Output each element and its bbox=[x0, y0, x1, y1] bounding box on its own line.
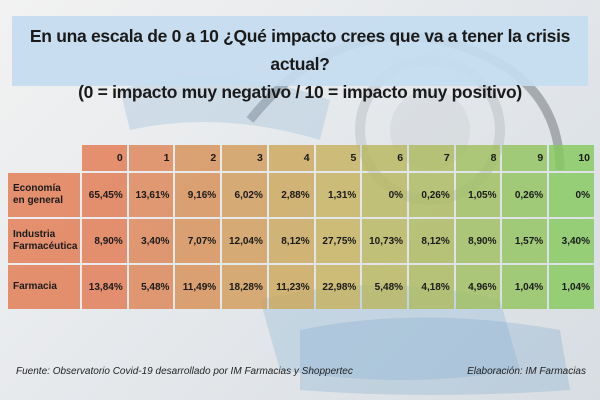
table-header-row: 0 1 2 3 4 5 6 7 8 9 10 bbox=[8, 145, 594, 171]
table-cell: 1,05% bbox=[455, 173, 501, 217]
source-footer: Fuente: Observatorio Covid-19 desarrolla… bbox=[16, 366, 353, 377]
table-cell: 3,40% bbox=[128, 219, 174, 263]
table-cell: 8,12% bbox=[268, 219, 314, 263]
column-header: 0 bbox=[82, 145, 127, 171]
table-cell: 11,49% bbox=[175, 265, 221, 309]
table-cell: 0% bbox=[549, 173, 594, 217]
table-cell: 6,02% bbox=[222, 173, 267, 217]
column-header: 7 bbox=[409, 145, 454, 171]
table-cell: 2,88% bbox=[268, 173, 314, 217]
column-header: 10 bbox=[549, 145, 594, 171]
row-label-line: Economía bbox=[13, 183, 61, 194]
table-row: Economía en general 65,45% 13,61% 9,16% 6,02%… bbox=[8, 173, 594, 217]
title-line-2: (0 = impacto muy negativo / 10 = impacto… bbox=[78, 82, 522, 102]
table-row: Industria Farmacéutica 8,90% 3,40% 7,07% 12,0… bbox=[8, 219, 594, 263]
table-cell: 10,73% bbox=[362, 219, 408, 263]
table-body: Economía en general 65,45% 13,61% 9,16% 6,02%… bbox=[8, 173, 594, 309]
table-cell: 0,26% bbox=[502, 173, 548, 217]
column-header: 3 bbox=[222, 145, 267, 171]
row-label: Farmacia bbox=[8, 265, 80, 309]
table-cell: 8,90% bbox=[455, 219, 501, 263]
table-cell: 18,28% bbox=[222, 265, 267, 309]
table-row: Farmacia 13,84% 5,48% 11,49% 18,28% 11,23% 22,… bbox=[8, 265, 594, 309]
column-header: 8 bbox=[455, 145, 501, 171]
row-label-line: Farmacéutica bbox=[13, 241, 78, 252]
table-cell: 4,18% bbox=[409, 265, 454, 309]
table-cell: 1,04% bbox=[502, 265, 548, 309]
column-header: 9 bbox=[502, 145, 548, 171]
impact-table-container: 0 1 2 3 4 5 6 7 8 9 10 Economía en general 65,45% 13,… bbox=[6, 143, 596, 311]
table-cell: 4,96% bbox=[455, 265, 501, 309]
table-cell: 1,31% bbox=[315, 173, 361, 217]
table-cell: 1,04% bbox=[549, 265, 594, 309]
table-cell: 1,57% bbox=[502, 219, 548, 263]
table-cell: 22,98% bbox=[315, 265, 361, 309]
table-cell: 13,61% bbox=[128, 173, 174, 217]
impact-table: 0 1 2 3 4 5 6 7 8 9 10 Economía en general 65,45% 13,… bbox=[6, 143, 596, 311]
column-header: 2 bbox=[175, 145, 221, 171]
table-cell: 11,23% bbox=[268, 265, 314, 309]
credit-footer: Elaboración: IM Farmacias bbox=[467, 366, 586, 377]
row-label-line: en general bbox=[13, 195, 64, 206]
table-cell: 5,48% bbox=[128, 265, 174, 309]
table-cell: 3,40% bbox=[549, 219, 594, 263]
table-cell: 13,84% bbox=[82, 265, 127, 309]
table-cell: 0% bbox=[362, 173, 408, 217]
column-header: 5 bbox=[315, 145, 361, 171]
row-label: Economía en general bbox=[8, 173, 80, 217]
row-label-line: Farmacia bbox=[13, 281, 57, 292]
table-cell: 12,04% bbox=[222, 219, 267, 263]
table-cell: 8,90% bbox=[82, 219, 127, 263]
table-cell: 8,12% bbox=[409, 219, 454, 263]
column-header: 1 bbox=[128, 145, 174, 171]
table-cell: 9,16% bbox=[175, 173, 221, 217]
table-cell: 5,48% bbox=[362, 265, 408, 309]
table-cell: 65,45% bbox=[82, 173, 127, 217]
table-corner bbox=[8, 145, 80, 171]
row-label-line: Industria bbox=[13, 229, 56, 240]
column-header: 4 bbox=[268, 145, 314, 171]
table-cell: 7,07% bbox=[175, 219, 221, 263]
title-line-1: En una escala de 0 a 10 ¿Qué impacto cre… bbox=[29, 26, 571, 74]
column-header: 6 bbox=[362, 145, 408, 171]
table-cell: 27,75% bbox=[315, 219, 361, 263]
title-banner: En una escala de 0 a 10 ¿Qué impacto cre… bbox=[12, 16, 588, 102]
table-cell: 0,26% bbox=[409, 173, 454, 217]
row-label: Industria Farmacéutica bbox=[8, 219, 80, 263]
